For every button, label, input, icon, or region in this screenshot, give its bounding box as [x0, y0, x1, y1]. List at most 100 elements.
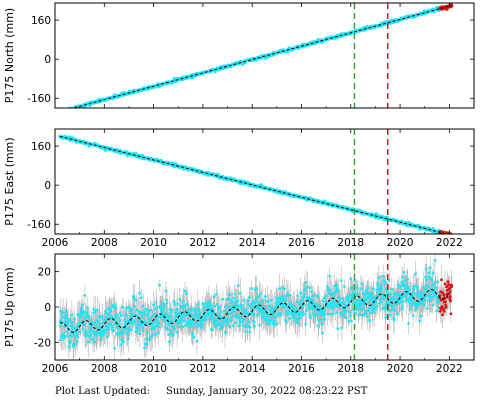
north-data-point	[63, 108, 66, 111]
up-data-point	[141, 304, 145, 308]
up-data-point	[84, 329, 88, 333]
up-data-point	[63, 320, 67, 324]
up-data-point	[87, 314, 90, 318]
up-data-point	[148, 338, 152, 342]
up-data-point	[74, 342, 77, 346]
north-data-point	[60, 110, 63, 113]
east-xtick-label: 2018	[337, 237, 364, 249]
east-xtick-label: 2008	[91, 237, 118, 249]
east-ytick-label: 0	[44, 180, 51, 192]
up-data-point	[142, 310, 146, 314]
up-data-point	[117, 316, 121, 320]
up-data-point	[97, 320, 100, 323]
up-data-point	[163, 320, 167, 324]
up-data-point	[67, 345, 71, 349]
up-data-point	[158, 283, 162, 287]
up-panel: 2006 2008 2010 2012 2014 2016 2018 2020 2022-200…	[3, 253, 475, 375]
up-data-point	[128, 309, 132, 312]
up-data-point	[129, 328, 133, 332]
up-data-point	[65, 330, 69, 334]
up-data-point	[64, 335, 67, 338]
east-ylabel: P175 East (mm)	[3, 137, 16, 225]
up-data-point	[168, 329, 172, 332]
up-data-point	[89, 324, 93, 328]
up-data-point	[124, 327, 128, 331]
north-data-point	[58, 109, 61, 112]
up-data-point	[96, 308, 99, 312]
up-data-point	[168, 308, 172, 311]
up-data-point	[85, 306, 89, 309]
up-data-point	[149, 318, 153, 322]
up-data-point	[103, 328, 107, 332]
up-data-point	[81, 313, 85, 317]
up-data-point	[138, 311, 142, 314]
up-data-point	[94, 333, 98, 337]
up-data-point	[152, 303, 156, 307]
up-data-point	[149, 308, 153, 312]
up-data-point	[139, 296, 143, 299]
up-data-point	[128, 326, 132, 330]
east-xtick-label: 2006	[42, 237, 69, 249]
up-data-point	[141, 326, 145, 330]
up-data-point	[121, 330, 124, 333]
north-data-points	[58, 5, 442, 113]
up-data-point	[129, 322, 133, 325]
east-xtick-label: 2020	[387, 237, 414, 249]
up-data-point	[65, 310, 68, 314]
up-data-point	[78, 330, 82, 334]
east-xtick-label: 2012	[190, 237, 217, 249]
up-data-point	[168, 323, 172, 327]
up-data-point	[83, 317, 86, 321]
up-data-point	[146, 337, 150, 340]
east-data-point	[140, 153, 144, 157]
north-data-point	[60, 110, 63, 113]
up-data-point	[131, 322, 135, 325]
up-data-point	[166, 315, 170, 319]
north-data-point	[59, 110, 62, 113]
north-data-point	[61, 109, 64, 112]
up-data-point	[127, 329, 131, 332]
up-data-point	[157, 331, 160, 335]
up-data-point	[156, 318, 159, 321]
up-data-point	[96, 331, 100, 334]
up-data-point	[124, 320, 127, 324]
up-data-point	[147, 313, 150, 317]
up-data-point	[108, 322, 111, 326]
up-data-point	[168, 340, 171, 344]
up-data-point	[113, 347, 116, 350]
up-data-point	[92, 308, 96, 311]
up-data-point	[141, 329, 145, 333]
up-data-point	[120, 337, 124, 341]
east-ytick-label: 160	[31, 141, 51, 153]
north-ytick-label: -160	[27, 93, 51, 105]
up-data-point	[103, 331, 107, 334]
up-data-point	[106, 312, 110, 316]
up-data-point	[165, 298, 169, 302]
up-data-point	[143, 346, 146, 350]
up-data-point	[132, 297, 136, 300]
up-data-point	[155, 324, 159, 328]
up-data-point	[111, 325, 115, 329]
up-data-point	[169, 311, 173, 315]
up-data-point	[150, 322, 154, 326]
up-data-point	[80, 303, 84, 307]
north-ytick-label: 0	[44, 54, 51, 66]
up-data-point	[154, 301, 158, 304]
up-data-point	[119, 343, 123, 346]
up-data-point	[144, 313, 148, 317]
up-data-point	[139, 323, 143, 327]
up-data-point	[112, 305, 116, 309]
up-data-point	[99, 322, 102, 326]
up-data-point	[61, 315, 65, 319]
up-data-point	[118, 311, 122, 315]
up-data-point	[94, 321, 98, 325]
up-data-point	[133, 305, 136, 308]
up-data-point	[118, 319, 122, 322]
up-data-point	[106, 327, 110, 331]
up-data-point	[89, 333, 93, 337]
up-data-point	[152, 320, 156, 324]
up-data-point	[62, 332, 65, 336]
up-data-point	[154, 332, 158, 336]
up-data-point	[105, 315, 109, 319]
